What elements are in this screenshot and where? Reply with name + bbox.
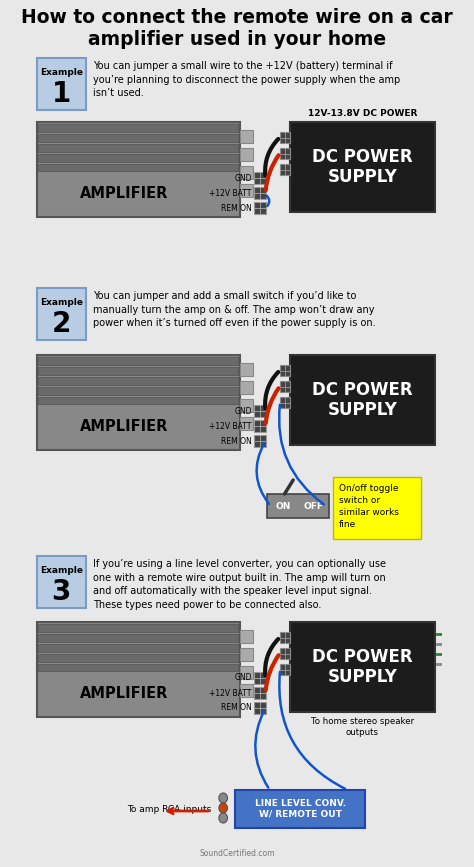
- Circle shape: [219, 813, 228, 823]
- FancyBboxPatch shape: [38, 663, 238, 671]
- FancyBboxPatch shape: [38, 144, 238, 152]
- FancyBboxPatch shape: [280, 365, 290, 376]
- FancyBboxPatch shape: [38, 367, 238, 375]
- FancyBboxPatch shape: [254, 172, 265, 184]
- FancyBboxPatch shape: [38, 396, 238, 404]
- FancyBboxPatch shape: [36, 355, 239, 450]
- Text: GND: GND: [234, 674, 252, 682]
- Text: REM ON: REM ON: [221, 204, 252, 212]
- FancyBboxPatch shape: [280, 132, 290, 143]
- Text: DC POWER
SUPPLY: DC POWER SUPPLY: [312, 147, 412, 186]
- Text: On/off toggle
switch or
similar works
fine: On/off toggle switch or similar works fi…: [339, 484, 399, 530]
- Text: 3: 3: [52, 578, 71, 606]
- Text: You can jumper and add a small switch if you’d like to
manually turn the amp on : You can jumper and add a small switch if…: [93, 291, 375, 329]
- FancyBboxPatch shape: [38, 124, 238, 132]
- Text: If you’re using a line level converter, you can optionally use
one with a remote: If you’re using a line level converter, …: [93, 559, 386, 610]
- FancyBboxPatch shape: [254, 687, 265, 699]
- Text: How to connect the remote wire on a car
amplifier used in your home: How to connect the remote wire on a car …: [21, 8, 453, 49]
- FancyBboxPatch shape: [38, 654, 238, 662]
- Text: SoundCertified.com: SoundCertified.com: [199, 849, 275, 858]
- FancyBboxPatch shape: [239, 666, 254, 679]
- FancyBboxPatch shape: [280, 648, 290, 659]
- FancyBboxPatch shape: [254, 702, 265, 714]
- FancyBboxPatch shape: [239, 166, 254, 179]
- FancyBboxPatch shape: [239, 648, 254, 661]
- FancyBboxPatch shape: [290, 122, 435, 212]
- Text: +12V BATT: +12V BATT: [210, 688, 252, 697]
- FancyBboxPatch shape: [254, 420, 265, 432]
- FancyBboxPatch shape: [36, 288, 86, 340]
- Text: To amp RCA inputs: To amp RCA inputs: [127, 805, 211, 813]
- Text: GND: GND: [234, 173, 252, 182]
- FancyBboxPatch shape: [239, 417, 254, 430]
- FancyBboxPatch shape: [38, 387, 238, 394]
- Text: LINE LEVEL CONV.
W/ REMOTE OUT: LINE LEVEL CONV. W/ REMOTE OUT: [255, 799, 346, 818]
- FancyBboxPatch shape: [36, 122, 239, 217]
- Text: DC POWER
SUPPLY: DC POWER SUPPLY: [312, 381, 412, 420]
- FancyBboxPatch shape: [239, 363, 254, 376]
- Circle shape: [219, 793, 228, 803]
- Text: Example: Example: [40, 298, 82, 307]
- FancyBboxPatch shape: [280, 381, 290, 392]
- Text: AMPLIFIER: AMPLIFIER: [80, 686, 168, 701]
- Text: DC POWER
SUPPLY: DC POWER SUPPLY: [312, 648, 412, 687]
- FancyBboxPatch shape: [38, 357, 238, 365]
- FancyBboxPatch shape: [38, 164, 238, 172]
- FancyBboxPatch shape: [280, 164, 290, 175]
- FancyBboxPatch shape: [239, 399, 254, 412]
- FancyBboxPatch shape: [38, 644, 238, 652]
- FancyBboxPatch shape: [36, 622, 239, 717]
- FancyBboxPatch shape: [290, 355, 435, 445]
- FancyBboxPatch shape: [38, 134, 238, 142]
- FancyBboxPatch shape: [280, 632, 290, 643]
- FancyBboxPatch shape: [254, 672, 265, 684]
- FancyBboxPatch shape: [38, 377, 238, 385]
- FancyBboxPatch shape: [38, 634, 238, 642]
- FancyBboxPatch shape: [254, 187, 265, 199]
- FancyBboxPatch shape: [280, 664, 290, 675]
- FancyBboxPatch shape: [36, 556, 86, 608]
- FancyBboxPatch shape: [280, 148, 290, 159]
- FancyBboxPatch shape: [239, 184, 254, 197]
- FancyBboxPatch shape: [267, 494, 329, 518]
- Text: To home stereo speaker
outputs: To home stereo speaker outputs: [311, 717, 414, 737]
- Text: Example: Example: [40, 68, 82, 77]
- FancyBboxPatch shape: [280, 397, 290, 408]
- FancyBboxPatch shape: [235, 790, 365, 828]
- FancyBboxPatch shape: [239, 630, 254, 643]
- Text: ON: ON: [275, 501, 291, 511]
- Text: REM ON: REM ON: [221, 703, 252, 713]
- Text: You can jumper a small wire to the +12V (battery) terminal if
you’re planning to: You can jumper a small wire to the +12V …: [93, 61, 400, 98]
- FancyBboxPatch shape: [254, 435, 265, 447]
- Text: GND: GND: [234, 407, 252, 415]
- Text: AMPLIFIER: AMPLIFIER: [80, 186, 168, 201]
- Text: +12V BATT: +12V BATT: [210, 188, 252, 198]
- FancyBboxPatch shape: [38, 624, 238, 632]
- Text: AMPLIFIER: AMPLIFIER: [80, 419, 168, 434]
- FancyBboxPatch shape: [38, 153, 238, 161]
- Text: 12V-13.8V DC POWER: 12V-13.8V DC POWER: [308, 109, 417, 118]
- Circle shape: [219, 803, 228, 813]
- FancyBboxPatch shape: [290, 622, 435, 712]
- FancyBboxPatch shape: [254, 405, 265, 417]
- Text: OFF: OFF: [304, 501, 324, 511]
- FancyBboxPatch shape: [254, 202, 265, 214]
- FancyBboxPatch shape: [239, 684, 254, 697]
- Text: Example: Example: [40, 566, 82, 575]
- FancyBboxPatch shape: [239, 148, 254, 161]
- Text: 2: 2: [52, 310, 71, 338]
- FancyBboxPatch shape: [333, 477, 421, 539]
- FancyBboxPatch shape: [36, 58, 86, 110]
- Text: +12V BATT: +12V BATT: [210, 421, 252, 431]
- FancyBboxPatch shape: [239, 130, 254, 143]
- FancyBboxPatch shape: [239, 381, 254, 394]
- Text: 1: 1: [52, 80, 71, 108]
- Text: REM ON: REM ON: [221, 436, 252, 446]
